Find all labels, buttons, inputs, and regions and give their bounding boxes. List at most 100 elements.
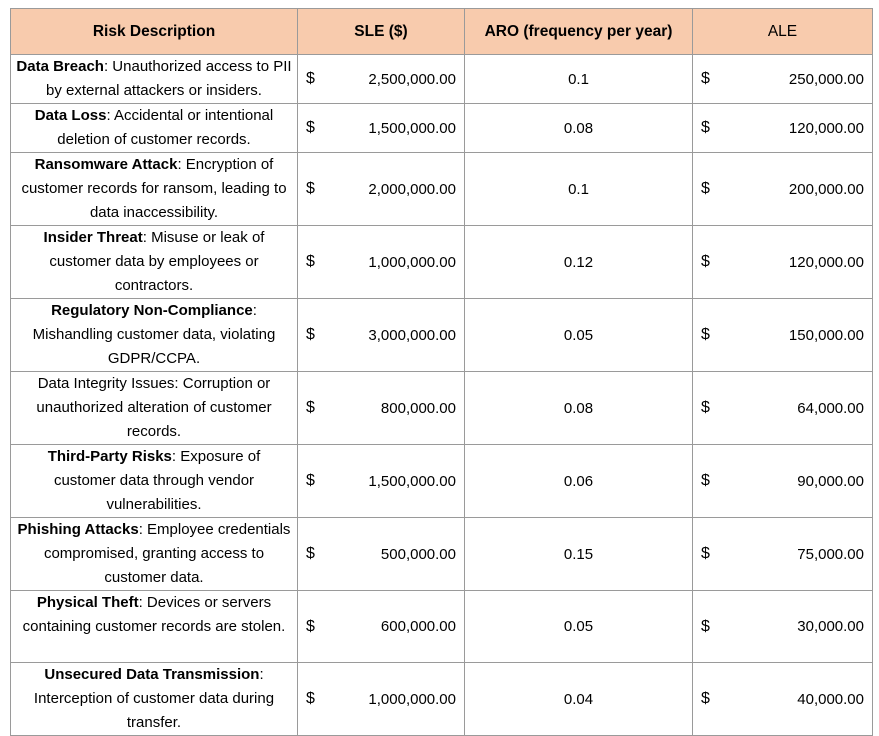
ale-cell[interactable]: $30,000.00	[692, 590, 873, 663]
sle-value: 2,500,000.00	[368, 70, 456, 88]
sle-cell[interactable]: $1,500,000.00	[297, 103, 465, 153]
risk-description-cell[interactable]: Third-Party Risks: Exposure of customer …	[10, 444, 298, 518]
table-row: Data Breach: Unauthorized access to PII …	[10, 54, 873, 104]
currency-symbol: $	[701, 253, 710, 270]
currency-symbol: $	[306, 70, 315, 87]
table-row: Unsecured Data Transmission: Interceptio…	[10, 662, 873, 736]
ale-cell[interactable]: $250,000.00	[692, 54, 873, 104]
risk-table: Risk Description SLE ($) ARO (frequency …	[10, 8, 873, 736]
currency-symbol: $	[306, 545, 315, 562]
risk-text: : Exposure of customer data through vend…	[53, 448, 261, 513]
ale-cell[interactable]: $200,000.00	[692, 152, 873, 226]
currency-symbol: $	[701, 545, 710, 562]
risk-description-cell[interactable]: Data Loss: Accidental or intentional del…	[10, 103, 298, 153]
ale-cell[interactable]: $90,000.00	[692, 444, 873, 518]
header-row: Risk Description SLE ($) ARO (frequency …	[10, 8, 873, 55]
sle-value: 3,000,000.00	[368, 326, 456, 344]
risk-title: Regulatory Non-Compliance	[51, 302, 253, 319]
risk-description-cell[interactable]: Regulatory Non-Compliance: Mishandling c…	[10, 298, 298, 372]
header-ale[interactable]: ALE	[692, 8, 873, 55]
header-aro[interactable]: ARO (frequency per year)	[464, 8, 693, 55]
table-row: Ransomware Attack: Encryption of custome…	[10, 152, 873, 226]
aro-cell[interactable]: 0.12	[464, 225, 693, 299]
risk-description-cell[interactable]: Ransomware Attack: Encryption of custome…	[10, 152, 298, 226]
aro-cell[interactable]: 0.05	[464, 298, 693, 372]
sle-value: 1,000,000.00	[368, 690, 456, 708]
risk-description-cell[interactable]: Data Breach: Unauthorized access to PII …	[10, 54, 298, 104]
aro-cell[interactable]: 0.05	[464, 590, 693, 663]
ale-value: 75,000.00	[797, 545, 864, 563]
ale-value: 120,000.00	[788, 253, 864, 271]
header-sle[interactable]: SLE ($)	[297, 8, 465, 55]
currency-symbol: $	[701, 617, 710, 635]
risk-title: Data Loss	[34, 107, 107, 124]
risk-text: : Accidental or intentional deletion of …	[57, 107, 274, 148]
table-row: Phishing Attacks: Employee credentials c…	[10, 517, 873, 591]
sle-cell[interactable]: $1,500,000.00	[297, 444, 465, 518]
ale-value: 250,000.00	[788, 70, 864, 88]
currency-symbol: $	[701, 119, 710, 136]
ale-cell[interactable]: $40,000.00	[692, 662, 873, 736]
aro-cell[interactable]: 0.06	[464, 444, 693, 518]
risk-description-cell[interactable]: Physical Theft: Devices or servers conta…	[10, 590, 298, 663]
risk-title: Physical Theft	[36, 594, 139, 611]
currency-symbol: $	[306, 180, 315, 197]
risk-text: : Mishandling customer data, violating G…	[32, 302, 276, 367]
currency-symbol: $	[306, 399, 315, 416]
currency-symbol: $	[306, 119, 315, 136]
ale-cell[interactable]: $64,000.00	[692, 371, 873, 445]
aro-cell[interactable]: 0.1	[464, 54, 693, 104]
risk-description-cell[interactable]: Data Integrity Issues: Corruption or una…	[10, 371, 298, 445]
ale-value: 150,000.00	[788, 326, 864, 344]
ale-value: 40,000.00	[797, 690, 864, 708]
risk-text: : Encryption of customer records for ran…	[21, 156, 287, 221]
aro-cell[interactable]: 0.08	[464, 371, 693, 445]
sle-cell[interactable]: $1,000,000.00	[297, 225, 465, 299]
risk-title: Phishing Attacks	[17, 521, 139, 538]
currency-symbol: $	[306, 690, 315, 707]
risk-description-cell[interactable]: Insider Threat: Misuse or leak of custom…	[10, 225, 298, 299]
ale-value: 120,000.00	[788, 119, 864, 137]
risk-title: Third-Party Risks	[47, 448, 172, 465]
aro-cell[interactable]: 0.04	[464, 662, 693, 736]
currency-symbol: $	[701, 70, 710, 87]
risk-description-cell[interactable]: Unsecured Data Transmission: Interceptio…	[10, 662, 298, 736]
sle-value: 800,000.00	[380, 399, 456, 417]
ale-value: 200,000.00	[788, 180, 864, 198]
risk-title: Data Breach	[16, 58, 104, 75]
aro-cell[interactable]: 0.1	[464, 152, 693, 226]
sle-cell[interactable]: $800,000.00	[297, 371, 465, 445]
currency-symbol: $	[701, 399, 710, 416]
risk-text: : Unauthorized access to PII by external…	[46, 58, 292, 99]
ale-value: 64,000.00	[797, 399, 864, 417]
sle-value: 1,000,000.00	[368, 253, 456, 271]
risk-text: : Corruption or unauthorized alteration …	[36, 375, 272, 440]
risk-title: Ransomware Attack	[34, 156, 178, 173]
ale-cell[interactable]: $120,000.00	[692, 225, 873, 299]
table-row: Data Loss: Accidental or intentional del…	[10, 103, 873, 153]
table-row: Third-Party Risks: Exposure of customer …	[10, 444, 873, 518]
sle-value: 1,500,000.00	[368, 472, 456, 490]
sle-cell[interactable]: $500,000.00	[297, 517, 465, 591]
sle-value: 1,500,000.00	[368, 119, 456, 137]
risk-title: Unsecured Data Transmission	[44, 666, 260, 683]
ale-cell[interactable]: $150,000.00	[692, 298, 873, 372]
currency-symbol: $	[701, 326, 710, 343]
sle-cell[interactable]: $1,000,000.00	[297, 662, 465, 736]
sle-value: 600,000.00	[380, 618, 456, 635]
sle-cell[interactable]: $2,500,000.00	[297, 54, 465, 104]
risk-description-cell[interactable]: Phishing Attacks: Employee credentials c…	[10, 517, 298, 591]
ale-cell[interactable]: $120,000.00	[692, 103, 873, 153]
table-row: Data Integrity Issues: Corruption or una…	[10, 371, 873, 445]
ale-cell[interactable]: $75,000.00	[692, 517, 873, 591]
sle-cell[interactable]: $600,000.00	[297, 590, 465, 663]
sle-cell[interactable]: $2,000,000.00	[297, 152, 465, 226]
risk-title: Data Integrity Issues	[37, 375, 175, 392]
aro-cell[interactable]: 0.15	[464, 517, 693, 591]
aro-cell[interactable]: 0.08	[464, 103, 693, 153]
currency-symbol: $	[701, 472, 710, 489]
currency-symbol: $	[701, 690, 710, 707]
risk-text: : Devices or servers containing customer…	[22, 594, 286, 635]
sle-cell[interactable]: $3,000,000.00	[297, 298, 465, 372]
header-risk-description[interactable]: Risk Description	[10, 8, 298, 55]
